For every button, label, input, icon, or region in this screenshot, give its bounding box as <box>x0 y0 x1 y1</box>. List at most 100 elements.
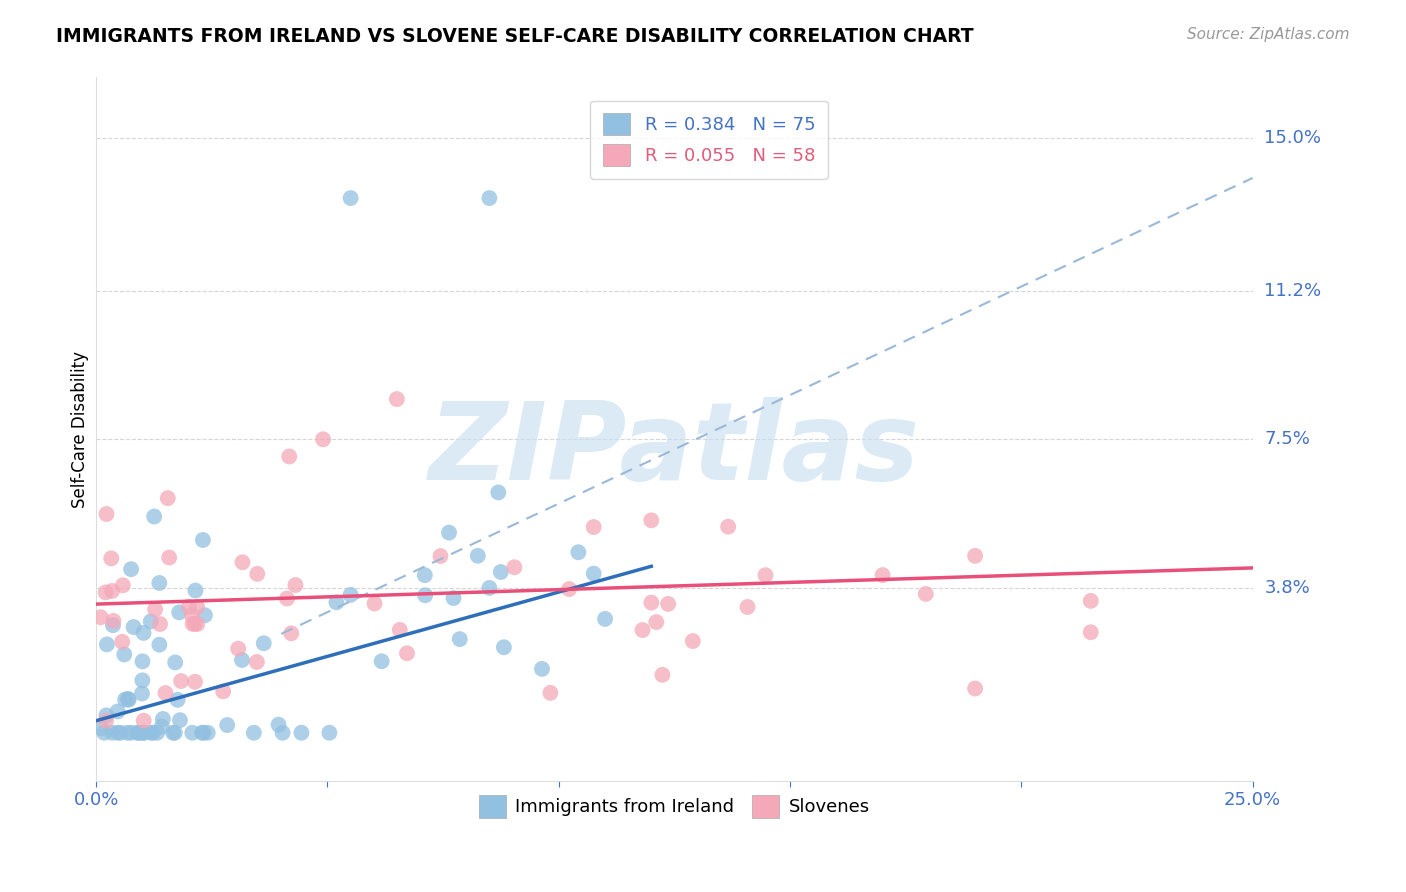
Point <box>437 525 460 540</box>
Point <box>312 432 335 446</box>
Point <box>284 578 307 592</box>
Point <box>191 725 214 739</box>
Point <box>914 587 936 601</box>
Point <box>276 591 298 606</box>
Point <box>231 653 253 667</box>
Point <box>503 560 526 574</box>
Point <box>872 568 894 582</box>
Point <box>530 662 553 676</box>
Legend: Immigrants from Ireland, Slovenes: Immigrants from Ireland, Slovenes <box>472 789 877 825</box>
Point <box>180 608 202 623</box>
Point <box>965 681 987 696</box>
Point <box>101 618 124 632</box>
Point <box>134 725 156 739</box>
Point <box>117 691 139 706</box>
Point <box>131 673 153 688</box>
Point <box>132 714 155 728</box>
Point <box>267 717 290 731</box>
Point <box>120 725 142 739</box>
Point <box>339 191 361 205</box>
Point <box>156 491 179 505</box>
Point <box>682 634 704 648</box>
Point <box>101 725 124 739</box>
Point <box>132 626 155 640</box>
Point <box>107 725 129 739</box>
Point <box>253 636 276 650</box>
Point <box>165 656 187 670</box>
Point <box>146 725 169 739</box>
Point <box>363 597 385 611</box>
Point <box>186 617 208 632</box>
Point <box>181 616 204 631</box>
Point <box>582 566 605 581</box>
Text: 11.2%: 11.2% <box>1264 282 1322 300</box>
Point <box>184 674 207 689</box>
Point <box>131 654 153 668</box>
Point <box>558 582 581 596</box>
Point <box>96 637 118 651</box>
Point <box>193 725 215 739</box>
Point <box>191 533 214 547</box>
Text: IMMIGRANTS FROM IRELAND VS SLOVENE SELF-CARE DISABILITY CORRELATION CHART: IMMIGRANTS FROM IRELAND VS SLOVENE SELF-… <box>56 27 974 45</box>
Point <box>94 714 117 728</box>
Point <box>395 646 418 660</box>
Point <box>271 725 294 739</box>
Point <box>122 620 145 634</box>
Point <box>538 686 561 700</box>
Point <box>111 578 134 592</box>
Point <box>737 599 759 614</box>
Point <box>163 725 186 739</box>
Point <box>149 617 172 632</box>
Point <box>467 549 489 563</box>
Point <box>280 626 302 640</box>
Point <box>651 668 673 682</box>
Point <box>965 549 987 563</box>
Point <box>593 612 616 626</box>
Point <box>449 632 471 647</box>
Point <box>413 568 436 582</box>
Point <box>139 725 162 739</box>
Point <box>385 392 408 406</box>
Point <box>486 485 509 500</box>
Point <box>170 673 193 688</box>
Point <box>118 692 141 706</box>
Point <box>1080 594 1102 608</box>
Point <box>717 519 740 533</box>
Point <box>184 616 207 631</box>
Y-axis label: Self-Care Disability: Self-Care Disability <box>72 351 89 508</box>
Point <box>96 708 118 723</box>
Point <box>1080 625 1102 640</box>
Point <box>127 725 149 739</box>
Point <box>197 725 219 739</box>
Point <box>212 684 235 698</box>
Point <box>290 725 312 739</box>
Point <box>96 507 118 521</box>
Point <box>108 725 131 739</box>
Point <box>217 718 239 732</box>
Point <box>370 654 392 668</box>
Point <box>226 641 249 656</box>
Point <box>162 725 184 739</box>
Point <box>112 648 135 662</box>
Point <box>152 712 174 726</box>
Point <box>388 623 411 637</box>
Point <box>184 583 207 598</box>
Point <box>120 562 142 576</box>
Point <box>243 725 266 739</box>
Point <box>186 600 208 615</box>
Point <box>640 513 662 527</box>
Point <box>657 597 679 611</box>
Point <box>413 588 436 602</box>
Point <box>90 722 112 736</box>
Point <box>645 615 668 629</box>
Point <box>93 725 115 739</box>
Point <box>429 549 451 563</box>
Point <box>567 545 589 559</box>
Point <box>478 581 501 595</box>
Point <box>127 725 149 739</box>
Point <box>129 725 152 739</box>
Point <box>246 655 269 669</box>
Point <box>111 634 134 648</box>
Point <box>631 623 654 637</box>
Point <box>640 596 662 610</box>
